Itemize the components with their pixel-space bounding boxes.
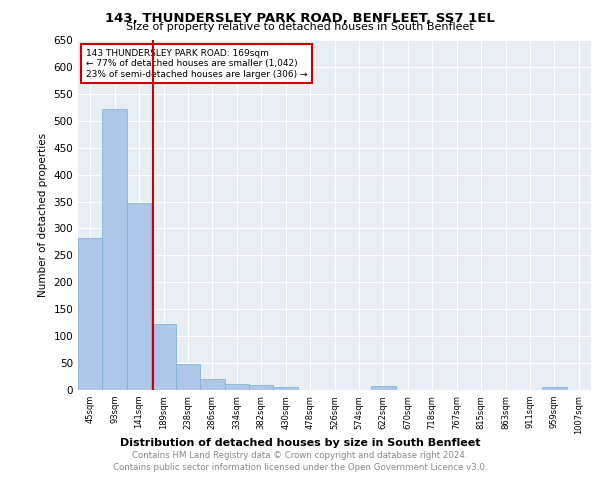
Bar	[249, 384, 274, 390]
Text: Size of property relative to detached houses in South Benfleet: Size of property relative to detached ho…	[126, 22, 474, 32]
Bar	[103, 109, 127, 390]
Bar	[151, 324, 176, 390]
Bar	[78, 238, 103, 390]
Bar	[224, 384, 249, 390]
Bar	[200, 379, 224, 390]
Text: 143 THUNDERSLEY PARK ROAD: 169sqm
← 77% of detached houses are smaller (1,042)
2: 143 THUNDERSLEY PARK ROAD: 169sqm ← 77% …	[86, 49, 307, 78]
Text: Distribution of detached houses by size in South Benfleet: Distribution of detached houses by size …	[120, 438, 480, 448]
Bar	[127, 203, 151, 390]
Bar	[371, 386, 395, 390]
Text: Contains HM Land Registry data © Crown copyright and database right 2024.
Contai: Contains HM Land Registry data © Crown c…	[113, 451, 487, 472]
Y-axis label: Number of detached properties: Number of detached properties	[38, 133, 48, 297]
Bar	[542, 388, 566, 390]
Bar	[176, 364, 200, 390]
Text: 143, THUNDERSLEY PARK ROAD, BENFLEET, SS7 1EL: 143, THUNDERSLEY PARK ROAD, BENFLEET, SS…	[105, 12, 495, 26]
Bar	[274, 388, 298, 390]
